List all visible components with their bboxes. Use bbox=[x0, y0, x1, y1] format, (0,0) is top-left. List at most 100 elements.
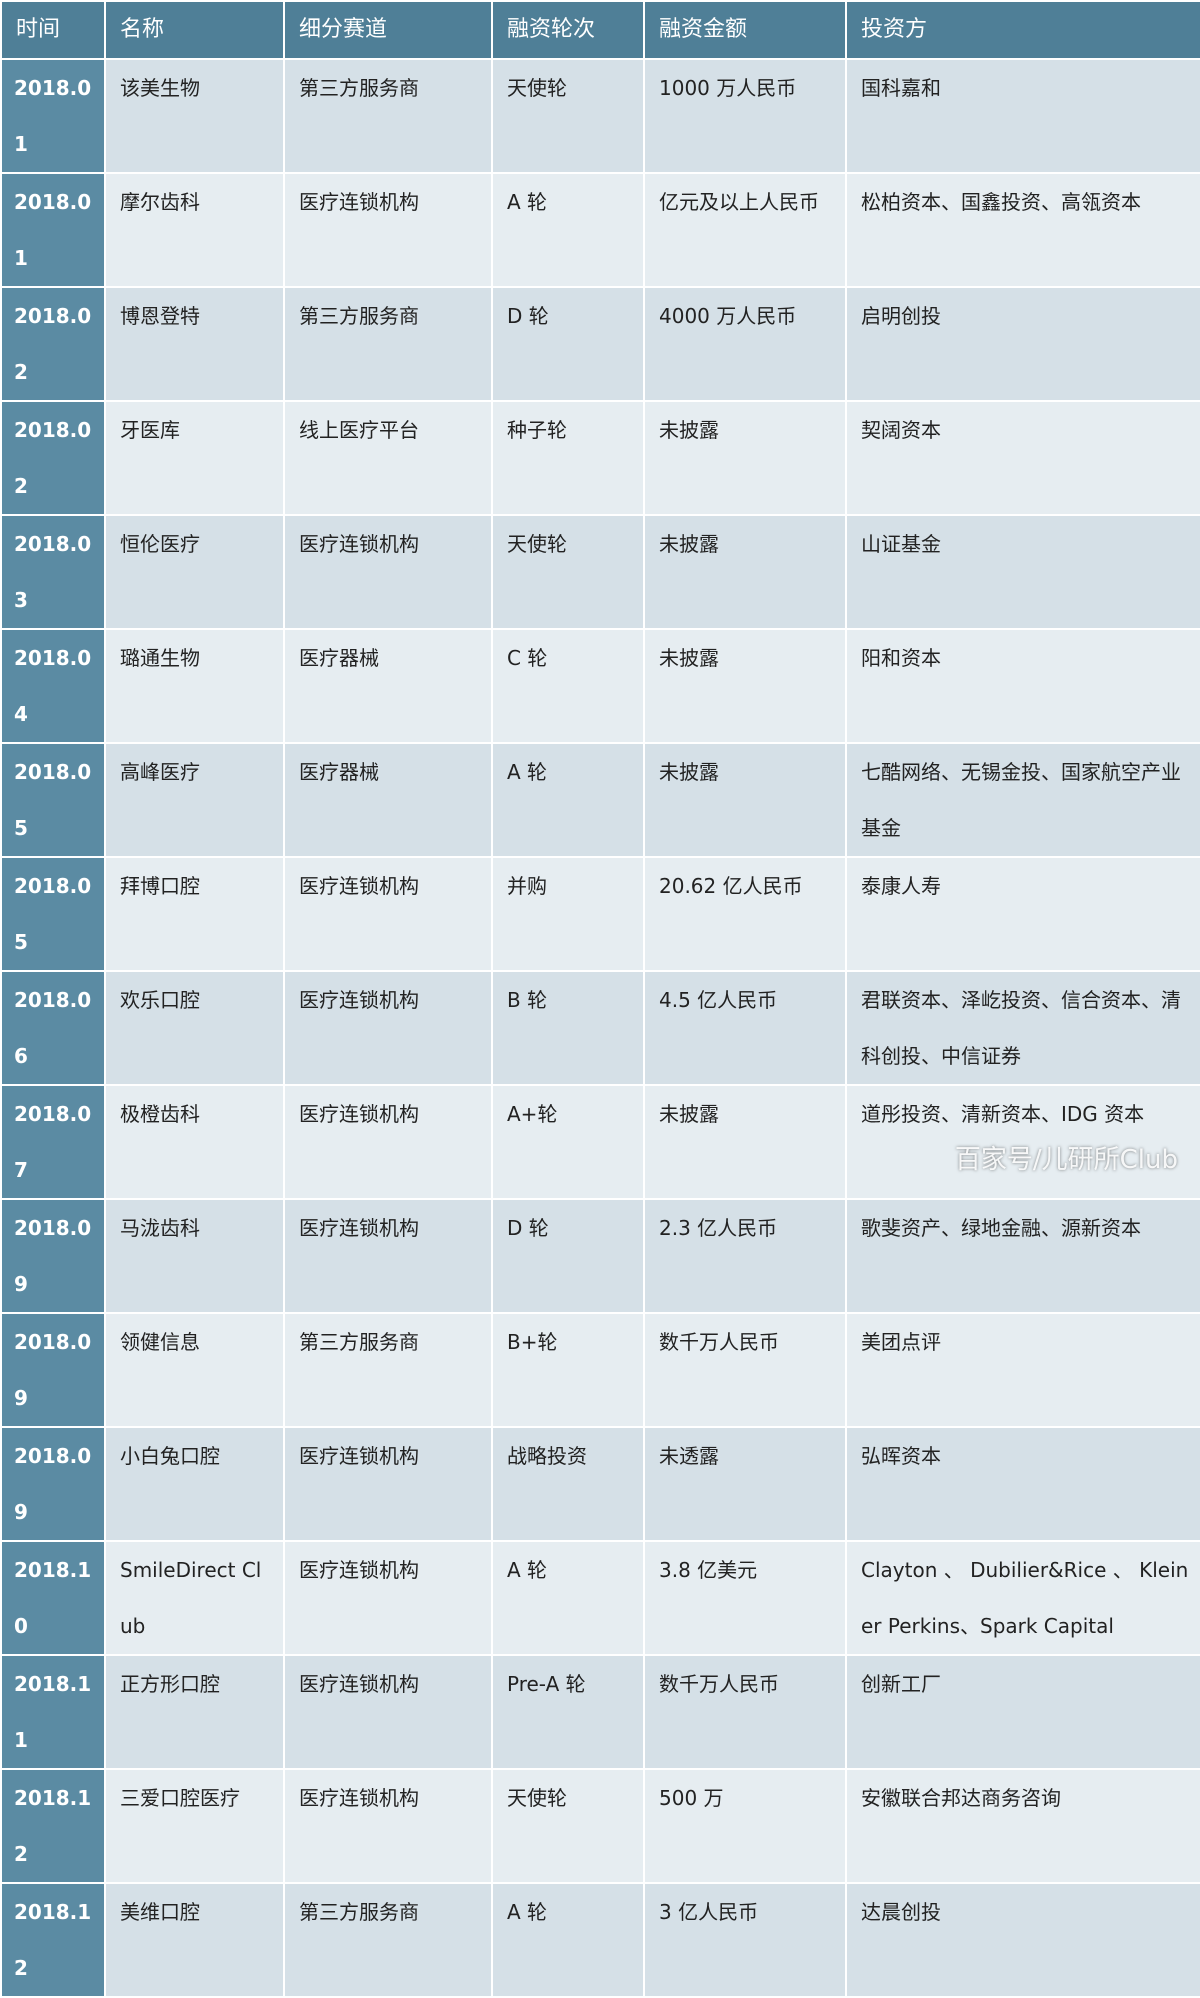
table-row: 2018.04 璐通生物 医疗器械 C 轮未披露 阳和资本 bbox=[0, 628, 1200, 744]
date-cell: 2018.05 bbox=[0, 742, 106, 858]
table-row: 2018.05 高峰医疗 医疗器械 A 轮未披露 七酷网络、无锡金投、国家航空产业基金 bbox=[0, 742, 1200, 858]
table-cell: Pre-A 轮 bbox=[491, 1654, 645, 1770]
table-cell: 医疗连锁机构 bbox=[283, 1198, 493, 1314]
table-cell: 马泷齿科 bbox=[104, 1198, 285, 1314]
table-cell: 3 亿人民币 bbox=[643, 1882, 847, 1998]
table-row: 2018.01 该美生物 第三方服务商 天使轮 1000 万人民币 国科嘉和 bbox=[0, 58, 1200, 174]
date-cell: 2018.03 bbox=[0, 514, 106, 630]
table-cell: 医疗连锁机构 bbox=[283, 514, 493, 630]
table-cell: 数千万人民币 bbox=[643, 1654, 847, 1770]
watermark: 百家号/儿研所Club bbox=[954, 1145, 1178, 1175]
table-cell: 恒伦医疗 bbox=[104, 514, 285, 630]
date-cell: 2018.07 bbox=[0, 1084, 106, 1200]
table-cell: 阳和资本 bbox=[845, 628, 1200, 744]
table-cell: 医疗器械 bbox=[283, 742, 493, 858]
date-cell: 2018.09 bbox=[0, 1426, 106, 1542]
date-cell: 2018.02 bbox=[0, 286, 106, 402]
date-cell: 2018.06 bbox=[0, 970, 106, 1086]
table-cell: 医疗连锁机构 bbox=[283, 1768, 493, 1884]
table-cell: B 轮 bbox=[491, 970, 645, 1086]
table-cell: A 轮 bbox=[491, 172, 645, 288]
table-cell: 未披露 bbox=[643, 1084, 847, 1200]
table-cell: 极橙齿科 bbox=[104, 1084, 285, 1200]
table-cell: 数千万人民币 bbox=[643, 1312, 847, 1428]
table-cell: 高峰医疗 bbox=[104, 742, 285, 858]
table-cell: 美团点评 bbox=[845, 1312, 1200, 1428]
table-cell: 第三方服务商 bbox=[283, 1312, 493, 1428]
table-cell: 医疗连锁机构 bbox=[283, 1540, 493, 1656]
table-row: 2018.09 小白兔口腔 医疗连锁机构 战略投资 未透露 弘晖资本 bbox=[0, 1426, 1200, 1542]
table-cell: 种子轮 bbox=[491, 400, 645, 516]
table-cell: 未披露 bbox=[643, 514, 847, 630]
table-cell: 战略投资 bbox=[491, 1426, 645, 1542]
header-cell: 细分赛道 bbox=[283, 0, 493, 60]
table-cell: 君联资本、泽屹投资、信合资本、清科创投、中信证券 bbox=[845, 970, 1200, 1086]
table-cell: 三爱口腔医疗 bbox=[104, 1768, 285, 1884]
table-cell: 牙医库 bbox=[104, 400, 285, 516]
table-cell: 医疗连锁机构 bbox=[283, 856, 493, 972]
table-row: 2018.07 极橙齿科 医疗连锁机构 A+轮 未披露 道彤投资、清新资本、IDG 资本 bbox=[0, 1084, 1200, 1200]
table-cell: 七酷网络、无锡金投、国家航空产业基金 bbox=[845, 742, 1200, 858]
table-cell: 松柏资本、国鑫投资、高瓴资本 bbox=[845, 172, 1200, 288]
header-cell: 融资轮次 bbox=[491, 0, 645, 60]
table-row: 2018.10 SmileDirect Club 医疗连锁机构 A 轮 3.8 亿美元 C… bbox=[0, 1540, 1200, 1656]
table-row: 2018.09 领健信息 第三方服务商 B+轮 数千万人民币 美团点评 bbox=[0, 1312, 1200, 1428]
table-cell: 第三方服务商 bbox=[283, 58, 493, 174]
table-cell: 美维口腔 bbox=[104, 1882, 285, 1998]
table-cell: Clayton 、 Dubilier&Rice 、 Kleiner Perkin… bbox=[845, 1540, 1200, 1656]
table-cell: 4000 万人民币 bbox=[643, 286, 847, 402]
table-cell: 20.62 亿人民币 bbox=[643, 856, 847, 972]
table-cell: 第三方服务商 bbox=[283, 1882, 493, 1998]
table-cell: 线上医疗平台 bbox=[283, 400, 493, 516]
table-cell: 领健信息 bbox=[104, 1312, 285, 1428]
date-cell: 2018.01 bbox=[0, 58, 106, 174]
table-cell: 第三方服务商 bbox=[283, 286, 493, 402]
table-cell: A 轮 bbox=[491, 1882, 645, 1998]
date-cell: 2018.02 bbox=[0, 400, 106, 516]
table-cell: D 轮 bbox=[491, 286, 645, 402]
table-row: 2018.01 摩尔齿科 医疗连锁机构 A 轮亿元及以上人民币 松柏资本、国鑫投资、高瓴… bbox=[0, 172, 1200, 288]
table-cell: 亿元及以上人民币 bbox=[643, 172, 847, 288]
table-row: 2018.06 欢乐口腔 医疗连锁机构 B 轮 4.5 亿人民币 君联资本、泽屹投资、信合… bbox=[0, 970, 1200, 1086]
table-cell: 医疗连锁机构 bbox=[283, 1084, 493, 1200]
date-cell: 2018.11 bbox=[0, 1654, 106, 1770]
table-cell: 博恩登特 bbox=[104, 286, 285, 402]
table-cell: 医疗连锁机构 bbox=[283, 172, 493, 288]
date-cell: 2018.01 bbox=[0, 172, 106, 288]
date-cell: 2018.04 bbox=[0, 628, 106, 744]
date-cell: 2018.09 bbox=[0, 1312, 106, 1428]
table-row: 2018.09 马泷齿科 医疗连锁机构 D 轮 2.3 亿人民币 歌斐资产、绿地金融、源新… bbox=[0, 1198, 1200, 1314]
table-cell: 拜博口腔 bbox=[104, 856, 285, 972]
header-cell: 投资方 bbox=[845, 0, 1200, 60]
table-cell: 启明创投 bbox=[845, 286, 1200, 402]
table-cell: 医疗器械 bbox=[283, 628, 493, 744]
table-cell: 山证基金 bbox=[845, 514, 1200, 630]
table-row: 2018.02 牙医库 线上医疗平台 种子轮 未披露 契阔资本 bbox=[0, 400, 1200, 516]
table-cell: C 轮 bbox=[491, 628, 645, 744]
table-cell: 该美生物 bbox=[104, 58, 285, 174]
table-cell: 契阔资本 bbox=[845, 400, 1200, 516]
table-cell: 泰康人寿 bbox=[845, 856, 1200, 972]
table-cell: B+轮 bbox=[491, 1312, 645, 1428]
table-cell: 医疗连锁机构 bbox=[283, 1654, 493, 1770]
table-row: 2018.12 三爱口腔医疗 医疗连锁机构 天使轮 500 万安徽联合邦达商务咨询 bbox=[0, 1768, 1200, 1884]
date-cell: 2018.12 bbox=[0, 1768, 106, 1884]
table-cell: SmileDirect Club bbox=[104, 1540, 285, 1656]
table-cell: 2.3 亿人民币 bbox=[643, 1198, 847, 1314]
table-cell: 天使轮 bbox=[491, 58, 645, 174]
table-cell: 璐通生物 bbox=[104, 628, 285, 744]
table-cell: A 轮 bbox=[491, 742, 645, 858]
table-cell: 欢乐口腔 bbox=[104, 970, 285, 1086]
date-cell: 2018.09 bbox=[0, 1198, 106, 1314]
table-cell: 天使轮 bbox=[491, 514, 645, 630]
table-cell: 安徽联合邦达商务咨询 bbox=[845, 1768, 1200, 1884]
table-cell: 未披露 bbox=[643, 628, 847, 744]
header-cell: 时间 bbox=[0, 0, 106, 60]
date-cell: 2018.10 bbox=[0, 1540, 106, 1656]
table-cell: 1000 万人民币 bbox=[643, 58, 847, 174]
table-cell: D 轮 bbox=[491, 1198, 645, 1314]
table-row: 2018.02 博恩登特 第三方服务商 D 轮 4000 万人民币 启明创投 bbox=[0, 286, 1200, 402]
